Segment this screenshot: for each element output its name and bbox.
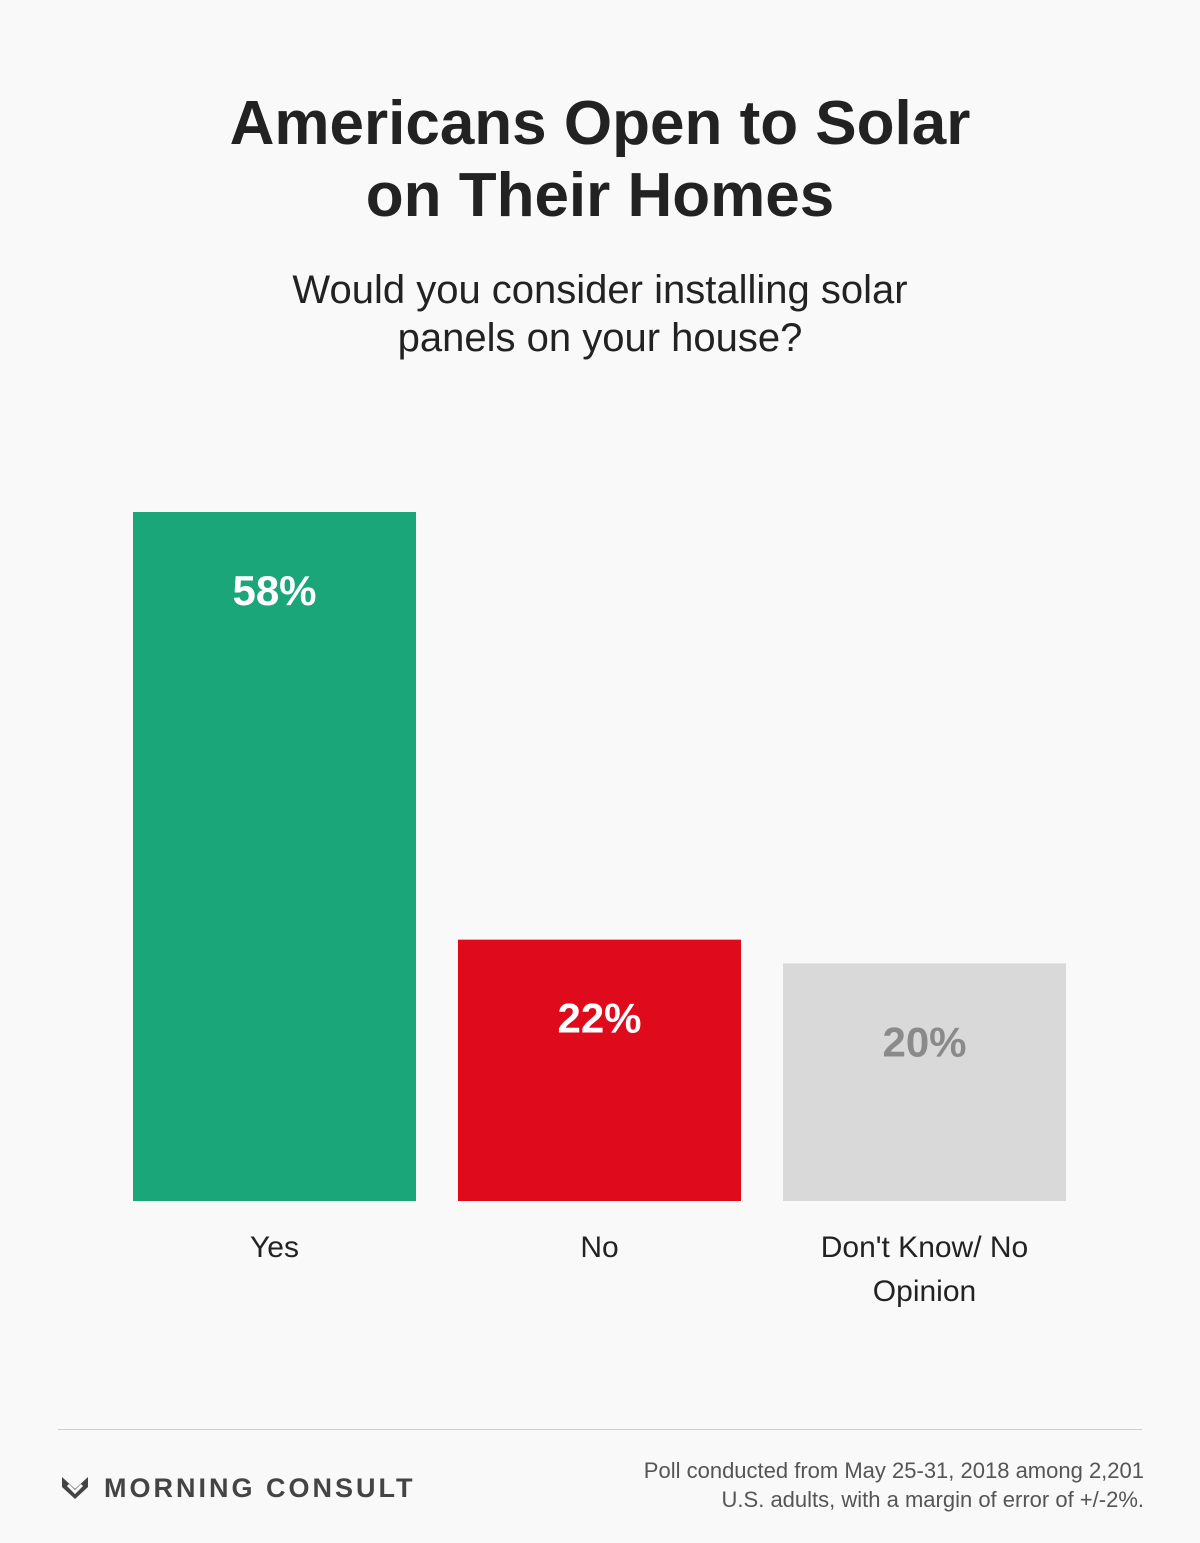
value-label: 20% bbox=[882, 1019, 966, 1066]
footnote-line: Poll conducted from May 25-31, 2018 amon… bbox=[643, 1458, 1144, 1483]
chart-subtitle: Would you consider installing solar pane… bbox=[292, 268, 908, 360]
value-label: 22% bbox=[557, 995, 641, 1042]
divider bbox=[58, 1429, 1142, 1430]
logo-icon bbox=[62, 1477, 88, 1499]
chart-title: Americans Open to Solar on Their Homes bbox=[229, 89, 971, 230]
value-label: 58% bbox=[232, 567, 316, 614]
footnote-line: U.S. adults, with a margin of error of +… bbox=[721, 1487, 1144, 1512]
x-tick-label: Don't Know/ No Opinion bbox=[820, 1231, 1029, 1308]
chart: 58% 22% 20% bbox=[133, 512, 1066, 1201]
bar bbox=[133, 512, 416, 1201]
bar bbox=[458, 939, 741, 1201]
logo: MORNING CONSULT bbox=[60, 1470, 415, 1506]
footnote: Poll conducted from May 25-31, 2018 amon… bbox=[644, 1456, 1144, 1514]
x-tick-label: Yes bbox=[250, 1231, 299, 1264]
x-tick-label: No bbox=[580, 1231, 619, 1264]
logo-text: MORNING CONSULT bbox=[104, 1472, 416, 1503]
bar bbox=[783, 963, 1066, 1201]
